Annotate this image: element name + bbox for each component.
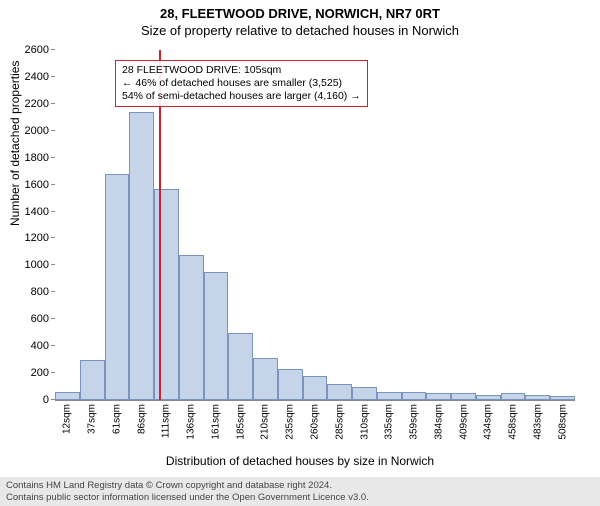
histogram-bar: [253, 358, 278, 400]
x-tick-label: 37sqm: [87, 404, 98, 434]
x-tick-label: 384sqm: [433, 404, 444, 440]
histogram-bar: [105, 174, 130, 400]
y-tick-label: 1000: [9, 259, 49, 271]
x-tick-label: 359sqm: [409, 404, 420, 440]
y-tick-label: 1400: [9, 206, 49, 218]
x-tick-label: 185sqm: [235, 404, 246, 440]
histogram-bar: [129, 112, 154, 400]
y-tick-mark: [51, 76, 55, 77]
histogram-bar: [426, 393, 451, 400]
histogram-bar: [303, 376, 328, 400]
y-tick-label: 2000: [9, 125, 49, 137]
y-tick-mark: [51, 49, 55, 50]
y-tick-mark: [51, 318, 55, 319]
footer-line1: Contains HM Land Registry data © Crown c…: [6, 480, 594, 491]
y-tick-label: 1800: [9, 152, 49, 164]
y-tick-mark: [51, 291, 55, 292]
y-tick-mark: [51, 237, 55, 238]
x-tick-label: 483sqm: [532, 404, 543, 440]
y-tick-label: 400: [9, 340, 49, 352]
x-tick-label: 260sqm: [310, 404, 321, 440]
y-tick-label: 2400: [9, 71, 49, 83]
annotation-line2: ← 46% of detached houses are smaller (3,…: [122, 77, 361, 90]
histogram-bar: [80, 360, 105, 400]
footer-attribution: Contains HM Land Registry data © Crown c…: [0, 477, 600, 506]
y-tick-mark: [51, 103, 55, 104]
y-tick-mark: [51, 211, 55, 212]
y-tick-label: 200: [9, 367, 49, 379]
x-tick-label: 458sqm: [508, 404, 519, 440]
footer-line2: Contains public sector information licen…: [6, 492, 594, 503]
y-tick-label: 2200: [9, 98, 49, 110]
histogram-bar: [204, 272, 229, 400]
y-axis-label: Number of detached properties: [8, 61, 22, 226]
histogram-bar: [525, 395, 550, 400]
y-tick-label: 0: [9, 394, 49, 406]
histogram-bar: [550, 396, 575, 400]
annotation-box: 28 FLEETWOOD DRIVE: 105sqm ← 46% of deta…: [115, 60, 368, 107]
x-tick-label: 210sqm: [260, 404, 271, 440]
annotation-line1: 28 FLEETWOOD DRIVE: 105sqm: [122, 64, 361, 77]
x-tick-label: 235sqm: [285, 404, 296, 440]
x-tick-label: 409sqm: [458, 404, 469, 440]
x-tick-label: 12sqm: [62, 404, 73, 434]
x-tick-label: 434sqm: [483, 404, 494, 440]
y-tick-label: 600: [9, 313, 49, 325]
histogram-bar: [402, 392, 427, 400]
chart-area: 0200400600800100012001400160018002000220…: [55, 50, 575, 400]
histogram-bar: [55, 392, 80, 400]
x-tick-label: 508sqm: [557, 404, 568, 440]
y-tick-mark: [51, 184, 55, 185]
y-tick-mark: [51, 264, 55, 265]
histogram-bar: [352, 387, 377, 400]
x-tick-label: 161sqm: [210, 404, 221, 440]
histogram-bar: [377, 392, 402, 400]
histogram-bar: [278, 369, 303, 400]
y-tick-mark: [51, 130, 55, 131]
x-tick-label: 61sqm: [111, 404, 122, 434]
histogram-bar: [179, 255, 204, 400]
x-tick-label: 111sqm: [161, 404, 172, 438]
x-tick-label: 335sqm: [384, 404, 395, 440]
y-tick-label: 1600: [9, 179, 49, 191]
y-tick-mark: [51, 372, 55, 373]
x-axis-label: Distribution of detached houses by size …: [0, 454, 600, 468]
x-tick-label: 136sqm: [186, 404, 197, 440]
histogram-bar: [451, 393, 476, 400]
histogram-bar: [501, 393, 526, 400]
x-tick-label: 86sqm: [136, 404, 147, 434]
y-tick-mark: [51, 157, 55, 158]
page-title-address: 28, FLEETWOOD DRIVE, NORWICH, NR7 0RT: [0, 6, 600, 21]
annotation-line3: 54% of semi-detached houses are larger (…: [122, 90, 361, 103]
histogram-bar: [327, 384, 352, 400]
histogram-bar: [154, 189, 179, 400]
y-tick-label: 800: [9, 286, 49, 298]
histogram-bar: [476, 395, 501, 400]
x-tick-label: 285sqm: [334, 404, 345, 440]
y-tick-mark: [51, 345, 55, 346]
y-tick-label: 1200: [9, 232, 49, 244]
page-subtitle: Size of property relative to detached ho…: [0, 23, 600, 38]
y-tick-label: 2600: [9, 44, 49, 56]
histogram-bar: [228, 333, 253, 400]
x-tick-label: 310sqm: [359, 404, 370, 440]
